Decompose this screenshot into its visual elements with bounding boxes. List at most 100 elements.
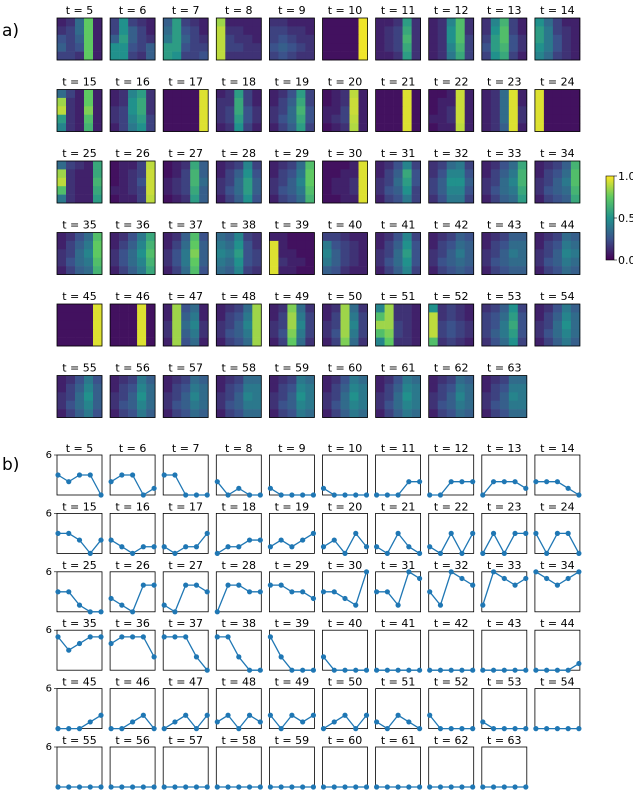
heatmap-cell xyxy=(375,249,385,258)
data-point xyxy=(130,550,136,557)
heatmap-cell xyxy=(543,249,554,258)
data-point xyxy=(172,719,178,725)
heatmap-cell xyxy=(190,186,200,195)
data-point xyxy=(448,569,454,575)
heatmap-cell xyxy=(490,169,501,179)
heatmap-cell xyxy=(543,43,554,52)
heatmap-cell xyxy=(393,194,403,204)
data-point xyxy=(76,784,83,790)
subplot-frame xyxy=(481,375,528,418)
subplot-frame xyxy=(375,303,422,347)
heatmap-cell xyxy=(252,304,262,313)
subplot-frame xyxy=(162,160,209,204)
subplot-frame xyxy=(481,629,528,671)
heatmap-cell xyxy=(322,51,332,61)
heatmap-cell xyxy=(190,257,200,267)
heatmap-cell xyxy=(66,169,76,179)
heatmap-cell xyxy=(190,51,200,61)
heatmap-cell xyxy=(481,409,492,418)
heatmap-cell xyxy=(358,409,368,418)
lineplot-subplot: t = 62 xyxy=(427,734,476,790)
heatmap-cell xyxy=(119,266,129,275)
heatmap-cell xyxy=(181,312,191,322)
heatmap-cell xyxy=(411,161,421,170)
subplot-title: t = 9 xyxy=(278,442,306,455)
heatmap-cell xyxy=(552,329,563,338)
heatmap-cell xyxy=(384,169,394,179)
heatmap-subplot: t = 46 xyxy=(109,290,156,347)
heatmap-cell xyxy=(446,329,456,338)
heatmap-cell xyxy=(296,51,306,61)
heatmap-cell xyxy=(287,257,297,267)
subplot-frame xyxy=(162,571,209,613)
subplot-frame xyxy=(428,232,475,275)
heatmap-cell xyxy=(110,320,120,330)
heatmap-cell xyxy=(287,337,297,347)
heatmap-cell xyxy=(66,51,76,61)
heatmap-subplot: t = 59 xyxy=(268,362,315,418)
heatmap-cell xyxy=(349,123,359,132)
subplot-title: t = 37 xyxy=(168,617,203,630)
subplot-frame xyxy=(481,688,528,729)
subplot-title: t = 35 xyxy=(62,617,97,630)
heatmap-cell xyxy=(146,320,156,330)
heatmap-cell xyxy=(375,43,385,52)
heatmap-cell xyxy=(340,383,350,393)
heatmap-cell xyxy=(137,169,147,179)
data-point xyxy=(501,667,507,673)
heatmap-cell xyxy=(216,409,226,418)
heatmap-cell xyxy=(278,232,288,242)
heatmap-cell xyxy=(128,161,138,170)
heatmap-cell xyxy=(490,106,501,115)
heatmap-cell xyxy=(464,51,474,61)
heatmap-cell xyxy=(278,329,288,338)
subplot-frame xyxy=(375,688,422,729)
heatmap-cell xyxy=(84,34,94,44)
heatmap-cell xyxy=(428,177,438,187)
heatmap-cell xyxy=(402,392,412,401)
heatmap-cell xyxy=(199,97,209,107)
heatmap-subplot: t = 20 xyxy=(322,76,368,132)
lineplot-subplot: t = 41 xyxy=(374,617,423,673)
heatmap-cell xyxy=(402,266,412,275)
heatmap-cell xyxy=(375,392,385,401)
data-point xyxy=(342,595,348,602)
heatmap-cell xyxy=(340,161,350,170)
subplot-frame xyxy=(375,17,422,61)
subplot-title: t = 29 xyxy=(275,559,310,572)
subplot-frame xyxy=(215,160,262,204)
heatmap-cell xyxy=(464,392,474,401)
heatmap-cell xyxy=(393,177,403,187)
heatmap-cell xyxy=(75,194,85,204)
data-point xyxy=(140,582,146,588)
data-point xyxy=(320,544,327,550)
heatmap-cell xyxy=(305,249,315,258)
data-point xyxy=(204,530,210,537)
heatmap-cell xyxy=(349,392,359,401)
heatmap-cell xyxy=(375,177,385,187)
heatmap-cell xyxy=(402,337,412,347)
heatmap-cell xyxy=(181,177,191,187)
heatmap-cell xyxy=(128,392,138,401)
heatmap-cell xyxy=(190,383,200,393)
heatmap-cell xyxy=(84,161,94,170)
data-point xyxy=(342,550,348,557)
heatmap-cell xyxy=(225,43,235,52)
heatmap-cell xyxy=(481,26,492,36)
heatmap-cell xyxy=(411,194,421,204)
heatmap-cell xyxy=(490,312,501,322)
heatmap-cell xyxy=(137,392,147,401)
subplot-title: t = 16 xyxy=(115,500,150,513)
subplot-title: t = 32 xyxy=(434,147,469,160)
data-point xyxy=(437,602,444,608)
heatmap-cell xyxy=(296,177,306,187)
heatmap-cell xyxy=(411,400,421,410)
heatmap-cell xyxy=(243,240,253,250)
heatmap-cell xyxy=(110,257,120,267)
heatmap-cell xyxy=(384,161,394,170)
data-point xyxy=(130,634,136,640)
heatmap-cell xyxy=(340,375,350,385)
heatmap-cell xyxy=(110,34,120,44)
data-point xyxy=(66,479,72,485)
heatmap-cell xyxy=(349,249,359,258)
